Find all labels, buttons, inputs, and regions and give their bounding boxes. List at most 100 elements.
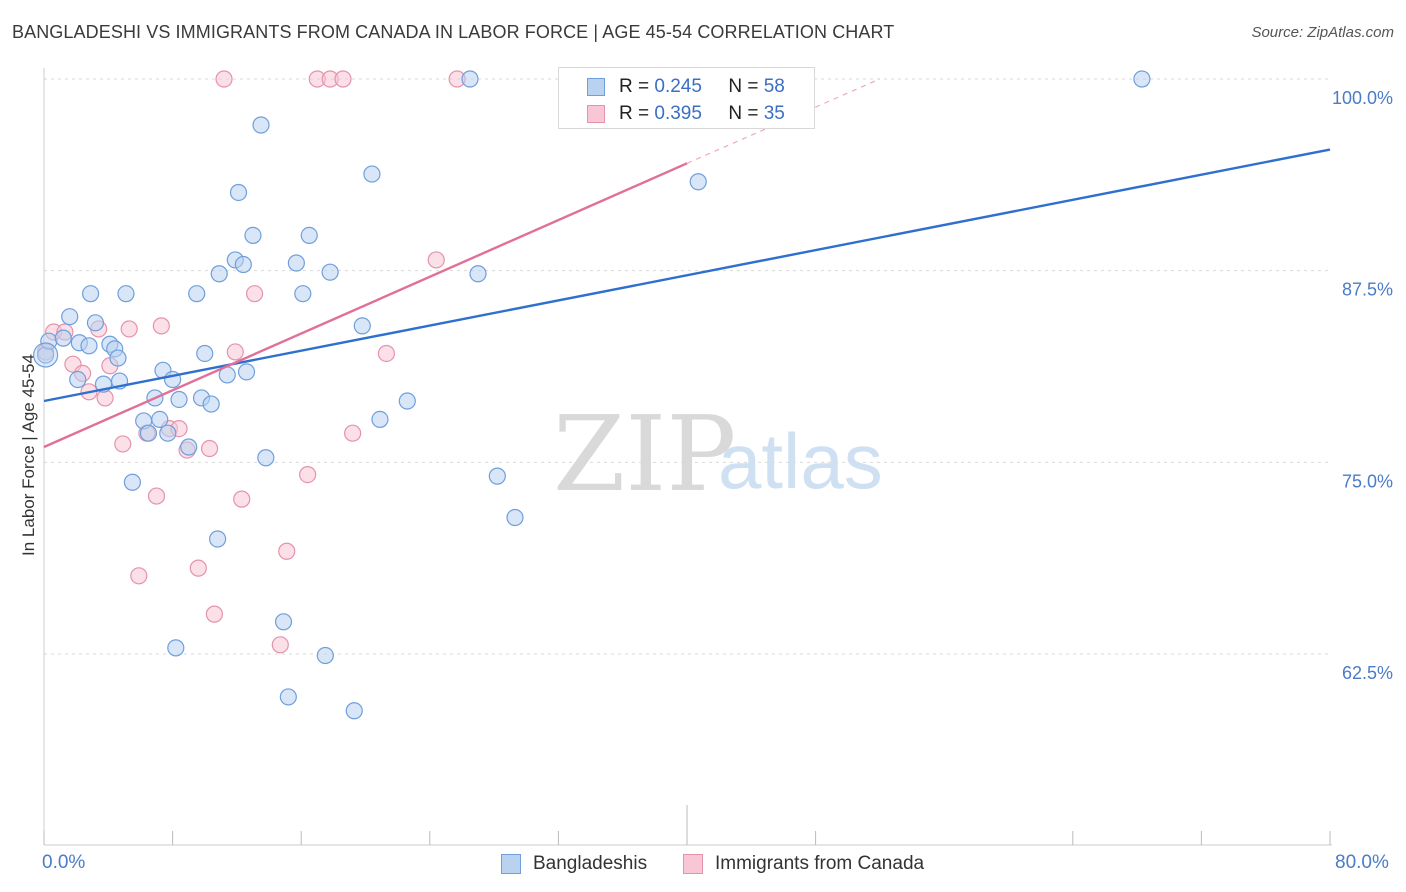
chart-title: BANGLADESHI VS IMMIGRANTS FROM CANADA IN… <box>12 22 895 42</box>
point-bangladeshis <box>202 395 220 413</box>
point-bangladeshis <box>234 255 252 274</box>
y-tick-labels: 62.5% 75.0% 87.5% 100.0% <box>1332 88 1393 683</box>
point-bangladeshis <box>252 116 270 134</box>
point-bangladeshis <box>353 317 371 335</box>
point-bangladeshis <box>86 314 105 332</box>
point-bangladeshis-cluster <box>33 342 59 368</box>
point-canada <box>120 320 138 338</box>
point-canada <box>377 344 395 363</box>
point-bangladeshis <box>159 424 177 442</box>
legend-n-value: 58 <box>763 76 785 97</box>
legend-swatch-pink <box>587 105 605 123</box>
legend-r-value: 0.245 <box>654 76 702 97</box>
legend-swatch-blue <box>587 78 605 96</box>
point-bangladeshis <box>139 424 158 442</box>
y-tick-label: 75.0% <box>1342 471 1393 491</box>
bottom-legend-label-bangladeshis: Bangladeshis <box>533 853 648 874</box>
point-canada <box>189 559 207 577</box>
y-tick-label: 62.5% <box>1342 663 1393 683</box>
watermark-atlas: atlas <box>718 417 883 505</box>
point-bangladeshis <box>109 349 127 367</box>
point-bangladeshis <box>167 639 185 657</box>
point-bangladeshis <box>180 438 198 456</box>
point-canada <box>245 285 264 303</box>
point-bangladeshis <box>54 329 72 347</box>
point-bangladeshis <box>123 473 142 491</box>
x-tick-max: 80.0% <box>1335 852 1389 873</box>
bottom-legend-swatch-blue <box>501 854 521 874</box>
y-tick-label: 100.0% <box>1332 88 1393 108</box>
point-bangladeshis <box>469 265 487 283</box>
point-bangladeshis <box>279 688 297 706</box>
point-bangladeshis <box>170 390 188 409</box>
point-bangladeshis <box>363 165 381 183</box>
point-canada <box>233 490 251 508</box>
point-canada <box>130 567 148 585</box>
legend-r-label: R = <box>619 103 650 124</box>
legend-text-bangladeshis: R = 0.245 N = 58 <box>619 75 785 99</box>
legend-text-canada: R = 0.395 N = 35 <box>619 102 785 126</box>
point-canada <box>299 466 317 484</box>
point-bangladeshis <box>257 449 275 467</box>
point-bangladeshis <box>209 530 227 548</box>
point-bangladeshis <box>274 613 293 631</box>
trend-lines <box>43 78 1331 449</box>
point-bangladeshis <box>117 285 135 303</box>
point-bangladeshis <box>294 285 312 303</box>
point-canada <box>114 435 132 453</box>
point-canada <box>278 542 296 560</box>
point-bangladeshis <box>689 173 707 191</box>
point-bangladeshis <box>461 70 479 88</box>
point-bangladeshis <box>188 285 206 303</box>
gridlines <box>44 78 1330 655</box>
point-canada <box>152 317 170 335</box>
legend-n-label: N = <box>728 76 759 97</box>
trend-line-bangladeshis <box>43 148 1331 403</box>
point-bangladeshis <box>151 410 169 428</box>
point-bangladeshis <box>287 254 305 272</box>
point-bangladeshis <box>229 183 248 202</box>
point-bangladeshis <box>371 410 389 428</box>
point-bangladeshis <box>300 226 318 244</box>
point-bangladeshis <box>488 467 506 485</box>
y-tick-label: 87.5% <box>1342 280 1393 300</box>
point-bangladeshis <box>506 508 524 527</box>
legend-r-value: 0.395 <box>654 103 702 124</box>
watermark-zip: ZIP <box>553 393 736 515</box>
point-bangladeshis <box>316 646 334 665</box>
point-bangladeshis <box>82 285 100 303</box>
point-bangladeshis <box>345 702 363 720</box>
legend-n-value: 35 <box>763 103 785 124</box>
point-canada <box>215 70 233 88</box>
point-canada <box>200 439 219 458</box>
point-bangladeshis <box>196 344 214 363</box>
point-bangladeshis <box>61 308 79 326</box>
source-label: Source: ZipAtlas.com <box>1251 24 1394 41</box>
point-bangladeshis <box>237 363 256 381</box>
point-bangladeshis <box>1133 70 1151 88</box>
x-tick-min: 0.0% <box>42 852 86 873</box>
point-canada <box>427 251 445 269</box>
point-canada <box>226 343 244 361</box>
trend-line-canada <box>43 162 688 449</box>
point-bangladeshis <box>210 265 228 283</box>
point-bangladeshis <box>244 226 262 244</box>
correlation-legend: R = 0.245 N = 58 R = 0.395 N = 35 <box>558 67 815 129</box>
series-canada-points <box>37 70 466 654</box>
point-canada <box>147 487 166 505</box>
legend-r-label: R = <box>619 76 650 97</box>
bottom-legend-swatch-pink <box>683 854 703 874</box>
point-bangladeshis <box>398 392 416 410</box>
axes <box>43 68 1332 846</box>
series-bangladeshis-points <box>33 70 1151 720</box>
point-bangladeshis <box>321 263 339 281</box>
point-canada <box>334 70 352 88</box>
point-bangladeshis <box>80 337 98 355</box>
point-canada <box>344 424 362 442</box>
point-canada <box>205 605 223 623</box>
point-canada <box>271 636 289 654</box>
legend-n-label: N = <box>728 103 759 124</box>
point-bangladeshis <box>69 370 87 389</box>
bottom-legend-label-canada: Immigrants from Canada <box>715 853 925 874</box>
